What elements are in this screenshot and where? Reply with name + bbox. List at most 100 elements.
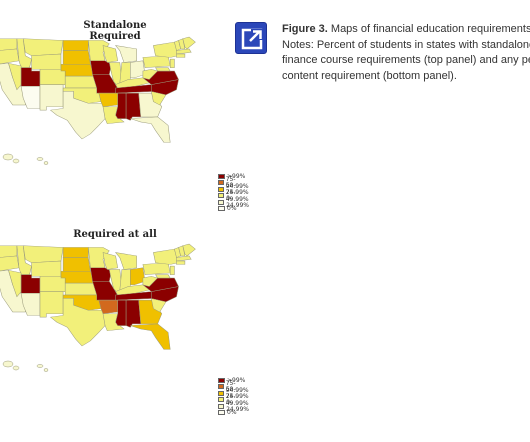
legend-swatch — [218, 206, 225, 212]
legend-label: 25-49.99% — [225, 188, 249, 203]
legend-item: 0% — [218, 409, 250, 416]
legend-item: >99% — [218, 377, 250, 384]
island-shape — [36, 364, 44, 368]
legend-item: 75-94.99% — [218, 380, 250, 394]
legend-item: 0-24.99% — [218, 195, 250, 209]
map-title: Standalone Required — [83, 20, 147, 42]
legend-item: 50-74.99% — [218, 182, 250, 196]
legend-item: 0-24.99% — [218, 399, 250, 413]
island-shape — [43, 368, 49, 372]
us-map-standalone — [0, 36, 196, 165]
state-fl — [130, 116, 171, 143]
state-ia — [90, 60, 112, 75]
state-wy — [31, 53, 62, 70]
state-wv — [142, 276, 159, 287]
map-legend: >99% 75-94.99% 50-74.99% 25-49.99% 0-24.99% 0… — [218, 173, 250, 212]
state-ks — [64, 282, 98, 296]
legend-item: 75-94.99% — [218, 176, 250, 190]
state-pa — [142, 262, 171, 275]
legend-label: 0% — [227, 205, 237, 213]
state-oh — [130, 267, 146, 286]
state-tx — [49, 91, 106, 140]
state-oh — [130, 60, 146, 79]
state-tx — [49, 298, 106, 347]
island-shape — [43, 161, 49, 165]
state-wa — [0, 245, 18, 258]
state-nd — [62, 40, 89, 51]
map-panel-standalone: Standalone Required >99% 75-94.99% 50-74.9… — [0, 0, 249, 220]
expand-button[interactable] — [235, 22, 267, 54]
legend-label: 0-24.99% — [226, 195, 249, 210]
legend-swatch — [218, 403, 225, 409]
state-wv — [142, 69, 159, 80]
legend-label: 50-74.99% — [225, 182, 249, 197]
legend-label: 0-24.99% — [226, 399, 249, 414]
legend-swatch — [218, 186, 224, 192]
legend-item: 25-49.99% — [218, 189, 250, 203]
state-ny — [153, 248, 179, 265]
legend-swatch — [218, 384, 224, 390]
legend-swatch — [218, 397, 224, 403]
legend-item: >99% — [218, 173, 250, 180]
state-wa — [0, 38, 18, 51]
map-panel-required-at-all: Required at all >99% 75-94.99% 50-74.99% 25… — [0, 224, 249, 442]
state-ma — [176, 255, 192, 262]
state-pa — [142, 55, 171, 68]
legend-label: 75-94.99% — [225, 175, 249, 190]
state-ar — [98, 299, 118, 314]
island-shape — [36, 157, 44, 161]
state-nj — [169, 58, 175, 68]
state-sd — [62, 257, 91, 272]
state-ut — [20, 67, 41, 87]
state-me — [182, 243, 196, 257]
state-nv — [8, 270, 22, 298]
caption-line: finance course requirements (top panel) … — [282, 54, 530, 66]
state-ct — [176, 260, 186, 265]
legend-item: 50-74.99% — [218, 386, 250, 400]
figure-caption: Figure 3. Maps of financial education re… — [282, 22, 530, 84]
state-nd — [62, 247, 89, 258]
legend-swatch — [218, 410, 225, 416]
map-title: Required at all — [73, 229, 157, 240]
legend-item: 0% — [218, 205, 250, 213]
state-az — [20, 293, 41, 316]
legend-item: 25-49.99% — [218, 393, 250, 407]
legend-label: >99% — [227, 376, 246, 384]
caption-text: Maps of financial education requirements… — [330, 23, 530, 35]
state-az — [20, 86, 41, 109]
legend-label: 50-74.99% — [225, 386, 249, 401]
legend-swatch — [218, 173, 225, 179]
state-co — [39, 276, 66, 292]
state-ny — [153, 41, 179, 58]
state-nm — [39, 291, 64, 318]
state-wi — [102, 252, 118, 270]
state-ut — [20, 274, 41, 294]
state-md — [155, 67, 171, 72]
legend-swatch — [218, 180, 224, 186]
state-co — [39, 69, 66, 85]
expand-icon — [241, 28, 263, 50]
figure-label: Figure 3. — [282, 23, 328, 35]
state-wi — [102, 45, 118, 63]
island-shape — [12, 365, 20, 371]
state-ga — [138, 92, 163, 118]
state-mt — [22, 38, 64, 56]
state-ks — [64, 75, 98, 89]
state-ma — [176, 48, 192, 55]
state-ia — [90, 267, 112, 282]
state-ga — [138, 299, 163, 325]
legend-swatch — [218, 199, 225, 205]
island-shape — [12, 158, 20, 164]
state-or — [0, 255, 20, 272]
state-ar — [98, 92, 118, 107]
state-mt — [22, 245, 64, 263]
state-nm — [39, 84, 64, 111]
state-sd — [62, 50, 91, 65]
state-ne — [60, 270, 95, 284]
state-ct — [176, 53, 186, 58]
legend-swatch — [218, 390, 224, 396]
state-mi — [115, 252, 137, 270]
state-or — [0, 48, 20, 65]
caption-line: Notes: Percent of students in states wit… — [282, 38, 530, 51]
us-map-required-at-all — [0, 243, 196, 372]
